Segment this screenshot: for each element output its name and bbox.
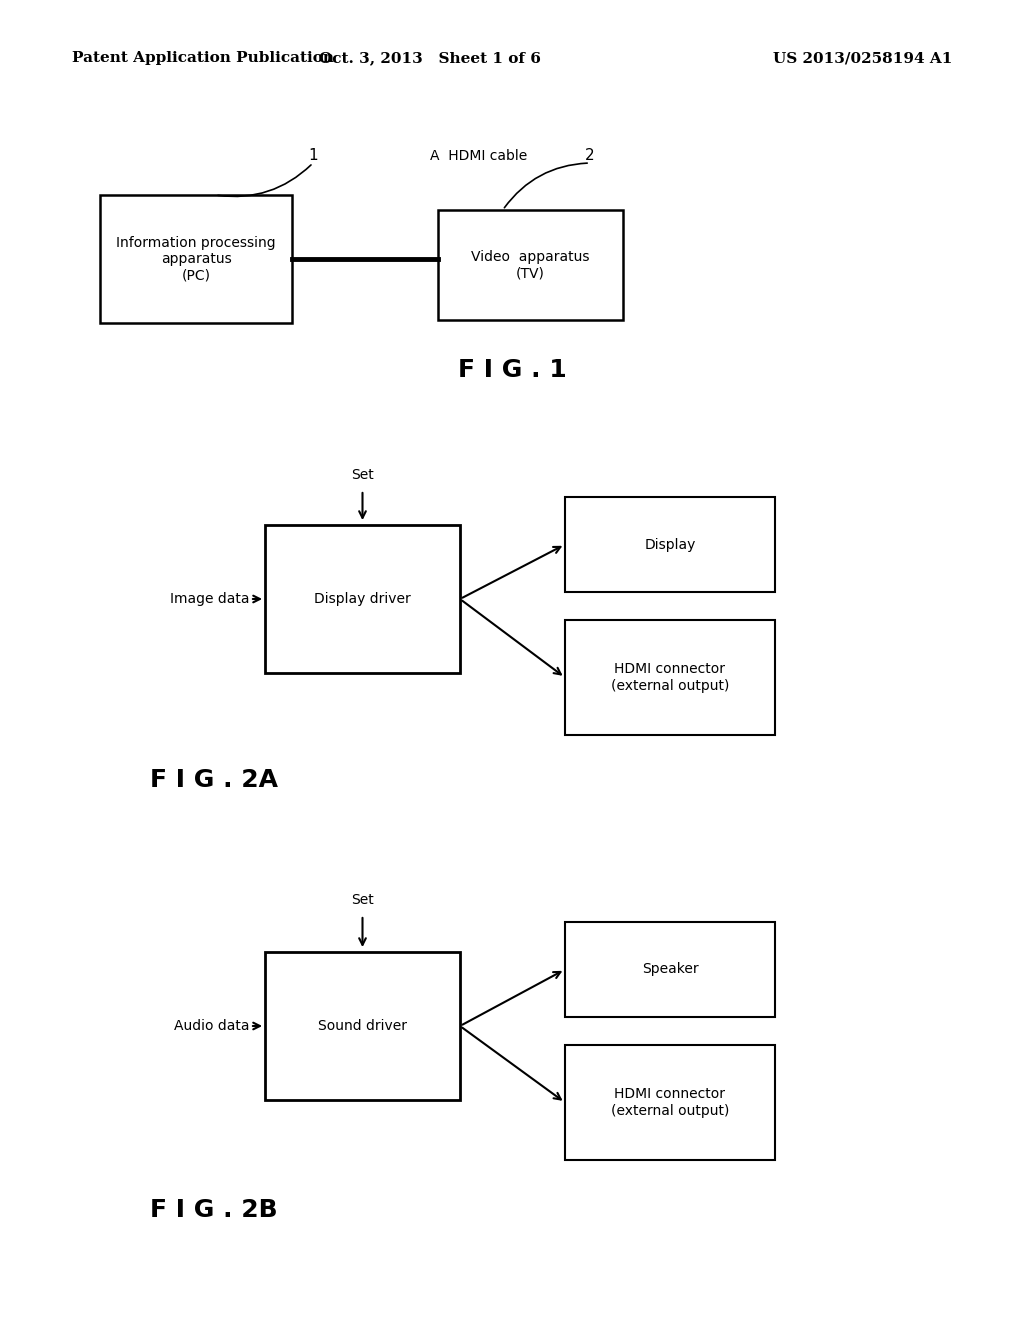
Text: F I G . 2B: F I G . 2B — [150, 1199, 278, 1222]
Text: 2: 2 — [585, 148, 595, 162]
Text: Patent Application Publication: Patent Application Publication — [72, 51, 334, 65]
Bar — [438, 210, 623, 319]
Text: Display driver: Display driver — [314, 591, 411, 606]
Bar — [100, 195, 292, 323]
Text: A  HDMI cable: A HDMI cable — [430, 149, 527, 162]
Text: HDMI connector
(external output): HDMI connector (external output) — [610, 663, 729, 693]
Bar — [265, 525, 460, 673]
Bar — [565, 921, 775, 1016]
Text: Display: Display — [644, 537, 695, 552]
Text: F I G . 1: F I G . 1 — [458, 358, 566, 381]
Text: F I G . 2A: F I G . 2A — [150, 768, 278, 792]
Text: Set: Set — [351, 894, 374, 907]
Text: US 2013/0258194 A1: US 2013/0258194 A1 — [773, 51, 952, 65]
Text: Image data: Image data — [171, 591, 250, 606]
Text: HDMI connector
(external output): HDMI connector (external output) — [610, 1088, 729, 1118]
Text: Sound driver: Sound driver — [318, 1019, 407, 1034]
Bar — [265, 952, 460, 1100]
Bar — [565, 1045, 775, 1160]
Text: Video  apparatus
(TV): Video apparatus (TV) — [471, 249, 590, 280]
Bar — [565, 498, 775, 591]
Text: Speaker: Speaker — [642, 962, 698, 977]
Text: Audio data: Audio data — [174, 1019, 250, 1034]
Bar — [565, 620, 775, 735]
Text: 1: 1 — [308, 148, 317, 162]
Text: Information processing
apparatus
(PC): Information processing apparatus (PC) — [116, 236, 275, 282]
Text: Oct. 3, 2013   Sheet 1 of 6: Oct. 3, 2013 Sheet 1 of 6 — [319, 51, 541, 65]
Text: Set: Set — [351, 469, 374, 482]
